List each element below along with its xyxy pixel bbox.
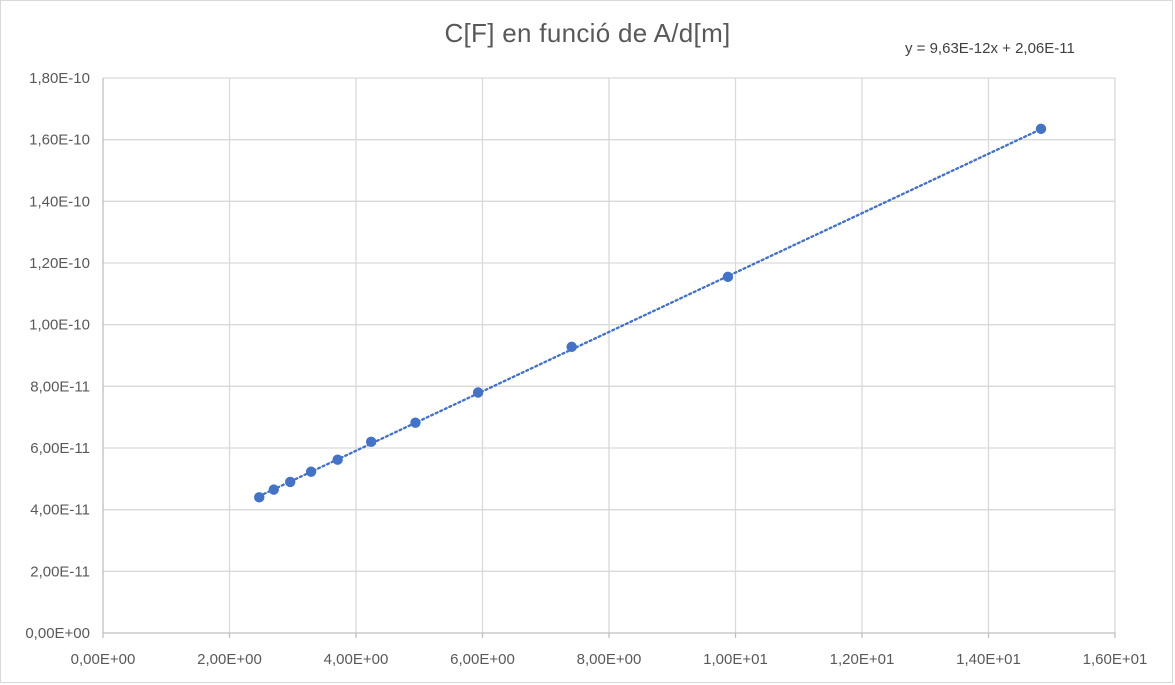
- y-tick-label: 4,00E-11: [30, 502, 90, 519]
- y-tick-label: 1,40E-10: [29, 193, 90, 210]
- axis-layer: [102, 78, 1116, 638]
- x-tick-label: 0,00E+00: [71, 651, 136, 668]
- data-point: [410, 417, 421, 428]
- x-tick-label: 4,00E+00: [324, 651, 389, 668]
- y-tick-label: 1,80E-10: [29, 70, 90, 87]
- x-tick-label: 8,00E+00: [577, 651, 642, 668]
- data-point: [566, 341, 577, 353]
- grid-layer: [103, 77, 1116, 633]
- x-tick-label: 6,00E+00: [450, 651, 515, 668]
- x-tick-label: 1,60E+01: [1083, 651, 1148, 668]
- data-point: [268, 484, 279, 495]
- x-tick-label: 1,40E+01: [956, 651, 1021, 668]
- data-point: [332, 454, 343, 465]
- data-point: [365, 436, 377, 448]
- data-point: [285, 476, 296, 488]
- y-tick-label: 1,60E-10: [29, 132, 90, 149]
- trendline: [258, 127, 1043, 498]
- data-point: [722, 271, 734, 283]
- trendline-layer: [258, 127, 1043, 498]
- data-point: [1035, 123, 1047, 135]
- y-tick-label: 2,00E-11: [30, 563, 90, 580]
- y-tick-label: 0,00E+00: [25, 625, 90, 642]
- x-tick-label: 2,00E+00: [197, 651, 262, 668]
- points-layer: [254, 123, 1047, 503]
- x-tick-label: 1,00E+01: [703, 651, 768, 668]
- y-tick-label: 6,00E-11: [30, 440, 90, 457]
- y-tick-label: 1,20E-10: [29, 255, 90, 272]
- x-tick-label: 1,20E+01: [830, 651, 895, 668]
- tick-labels-layer: 0,00E+00 2,00E-11 4,00E-11 6,00E-11 8,00E-11…: [25, 70, 1147, 668]
- trendline-equation: y = 9,63E-12x + 2,06E-11: [905, 40, 1075, 57]
- data-point: [305, 466, 317, 477]
- chart-title: C[F] en funció de A/d[m]: [444, 18, 731, 48]
- y-tick-label: 1,00E-10: [29, 317, 90, 334]
- y-tick-label: 8,00E-11: [30, 378, 90, 395]
- data-point: [472, 387, 484, 398]
- data-point: [254, 492, 265, 503]
